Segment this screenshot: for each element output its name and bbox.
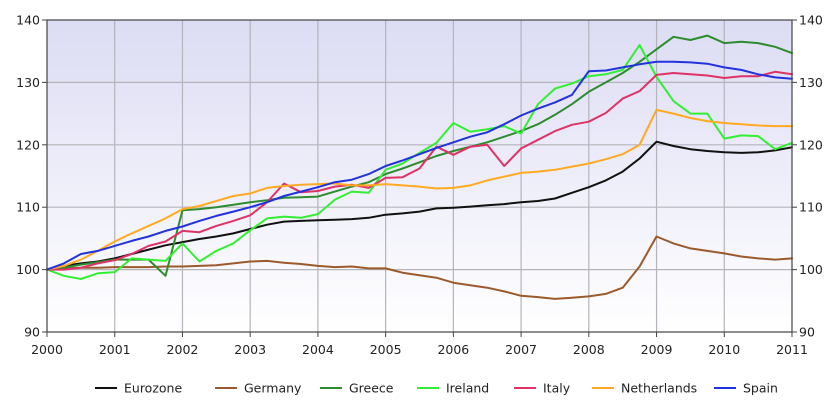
legend-label-spain: Spain [743, 381, 778, 396]
legend-label-eurozone: Eurozone [124, 381, 182, 396]
series-line-italy [46, 70, 793, 271]
x-tick-label: 2004 [302, 342, 334, 357]
y-tick-label-left: 90 [24, 325, 40, 340]
y-tick-label-left: 140 [16, 13, 40, 28]
y-tick-label-left: 110 [16, 200, 40, 215]
x-tick-label: 2003 [234, 342, 266, 357]
plot-frame [46, 19, 793, 333]
legend-label-italy: Italy [543, 381, 571, 396]
legend: Eurozone Germany Greece Ireland Italy Netherl… [95, 381, 778, 396]
x-tick-label: 2005 [370, 342, 402, 357]
series-line-netherlands [46, 108, 793, 271]
legend-label-netherlands: Netherlands [621, 381, 697, 396]
series-line-eurozone [46, 140, 793, 271]
y-tick-label-left: 130 [16, 75, 40, 90]
x-tick-label: 2002 [167, 342, 199, 357]
tick-labels: 2000 2001 2002 2003 2004 2005 2006 2007 2008 2009… [16, 13, 823, 358]
x-tick-label: 2001 [99, 342, 131, 357]
y-tick-label-right: 110 [799, 200, 823, 215]
x-tick-label: 2008 [573, 342, 605, 357]
legend-label-ireland: Ireland [446, 381, 489, 396]
series-line-ireland [46, 44, 793, 280]
legend-label-greece: Greece [349, 381, 394, 396]
y-tick-label-right: 140 [799, 13, 823, 28]
y-tick-label-right: 90 [799, 325, 815, 340]
legend-label-germany: Germany [244, 381, 302, 396]
x-tick-label: 2010 [708, 342, 740, 357]
series-line-spain [46, 60, 793, 271]
y-tick-label-left: 100 [16, 262, 40, 277]
x-tick-label: 2006 [437, 342, 469, 357]
y-tick-label-right: 100 [799, 262, 823, 277]
series-line-germany [46, 235, 793, 300]
x-tick-label: 2007 [505, 342, 537, 357]
plot-area [47, 20, 792, 332]
x-tick-label: 2000 [31, 342, 63, 357]
series-lines [46, 34, 793, 300]
y-tick-label-right: 120 [799, 137, 823, 152]
y-tick-label-right: 130 [799, 75, 823, 90]
y-tick-label-left: 120 [16, 137, 40, 152]
x-tick-label: 2011 [776, 342, 808, 357]
x-tick-label: 2009 [641, 342, 673, 357]
